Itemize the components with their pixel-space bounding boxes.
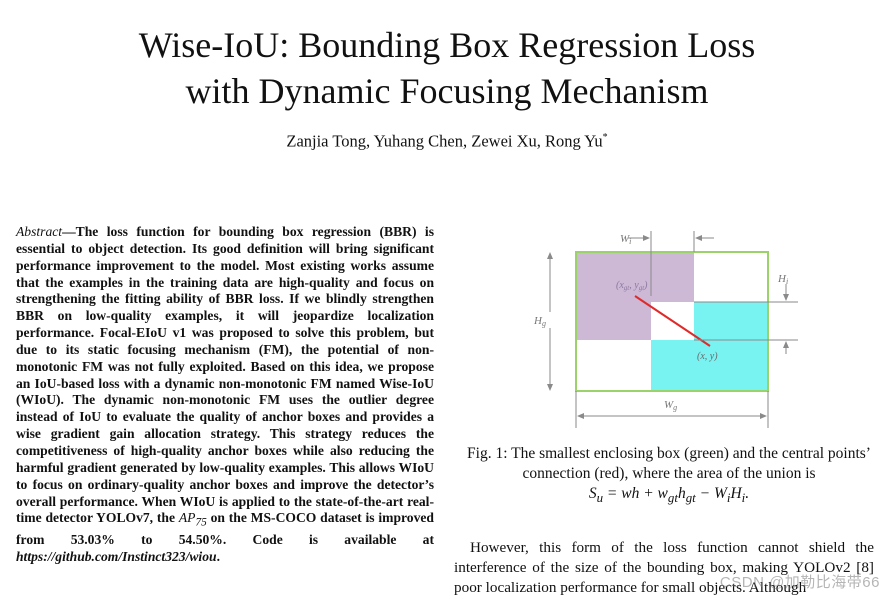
- caption-text: Fig. 1: The smallest enclosing box (gree…: [467, 445, 871, 482]
- wi-arrowhead-left: [643, 235, 650, 241]
- hi-label: Hi: [777, 273, 788, 286]
- wg-arrowhead-right: [760, 413, 767, 419]
- wi-arrowhead-right: [695, 235, 702, 241]
- hi-arrowhead-bottom: [783, 341, 789, 348]
- author-names: Zanjia Tong, Yuhang Chen, Zewei Xu, Rong…: [286, 131, 603, 151]
- code-link[interactable]: https://github.com/Instinct323/wiou: [16, 548, 217, 564]
- wi-label: Wi: [620, 233, 631, 246]
- wg-label: Wg: [664, 399, 677, 412]
- paper-title: Wise-IoU: Bounding Box Regression Loss w…: [0, 22, 894, 114]
- body-paragraph-text: However, this form of the loss function …: [454, 539, 874, 596]
- abstract-body: The loss function for bounding box regre…: [16, 224, 434, 526]
- abstract-dash: —: [62, 224, 76, 239]
- abstract-end: .: [216, 548, 220, 564]
- hi-arrowhead-top: [783, 294, 789, 301]
- csdn-watermark: CSDN @加勒比海带66: [719, 574, 880, 591]
- figure-caption: Fig. 1: The smallest enclosing box (gree…: [460, 444, 878, 508]
- pred-center-label: (x, y): [697, 351, 718, 362]
- abstract-label: Abstract: [16, 224, 63, 239]
- title-line-1: Wise-IoU: Bounding Box Regression Loss: [138, 25, 756, 65]
- enclosing-box: [575, 251, 769, 392]
- author-list: Zanjia Tong, Yuhang Chen, Zewei Xu, Rong…: [0, 128, 894, 152]
- ap-metric: AP75: [178, 510, 207, 529]
- hg-arrowhead-bottom: [547, 384, 553, 391]
- enclosing-box-diagram: Wi Hi Hg Wg (xgt, ygt) (x, y): [533, 231, 798, 428]
- body-paragraph: However, this form of the loss function …: [454, 538, 874, 598]
- corresponding-author-mark: *: [602, 132, 608, 143]
- caption-formula: Su = wh + wgthgt − WiHi.: [588, 485, 750, 506]
- center-connection-line: [634, 295, 711, 347]
- ap-symbol: AP: [178, 510, 196, 526]
- gt-center-label: (xgt, ygt): [616, 280, 648, 292]
- ap-subscript: 75: [195, 517, 207, 530]
- hg-label: Hg: [533, 315, 546, 328]
- abstract-body-2: on the MS-COCO dataset is improved from …: [16, 510, 434, 547]
- wg-arrowhead-left: [577, 413, 584, 419]
- figure-1: Wi Hi Hg Wg (xgt, ygt) (x, y): [528, 226, 818, 436]
- hg-arrowhead-top: [547, 252, 553, 259]
- title-line-2: with Dynamic Focusing Mechanism: [185, 71, 709, 111]
- abstract: Abstract—The loss function for bounding …: [16, 224, 434, 566]
